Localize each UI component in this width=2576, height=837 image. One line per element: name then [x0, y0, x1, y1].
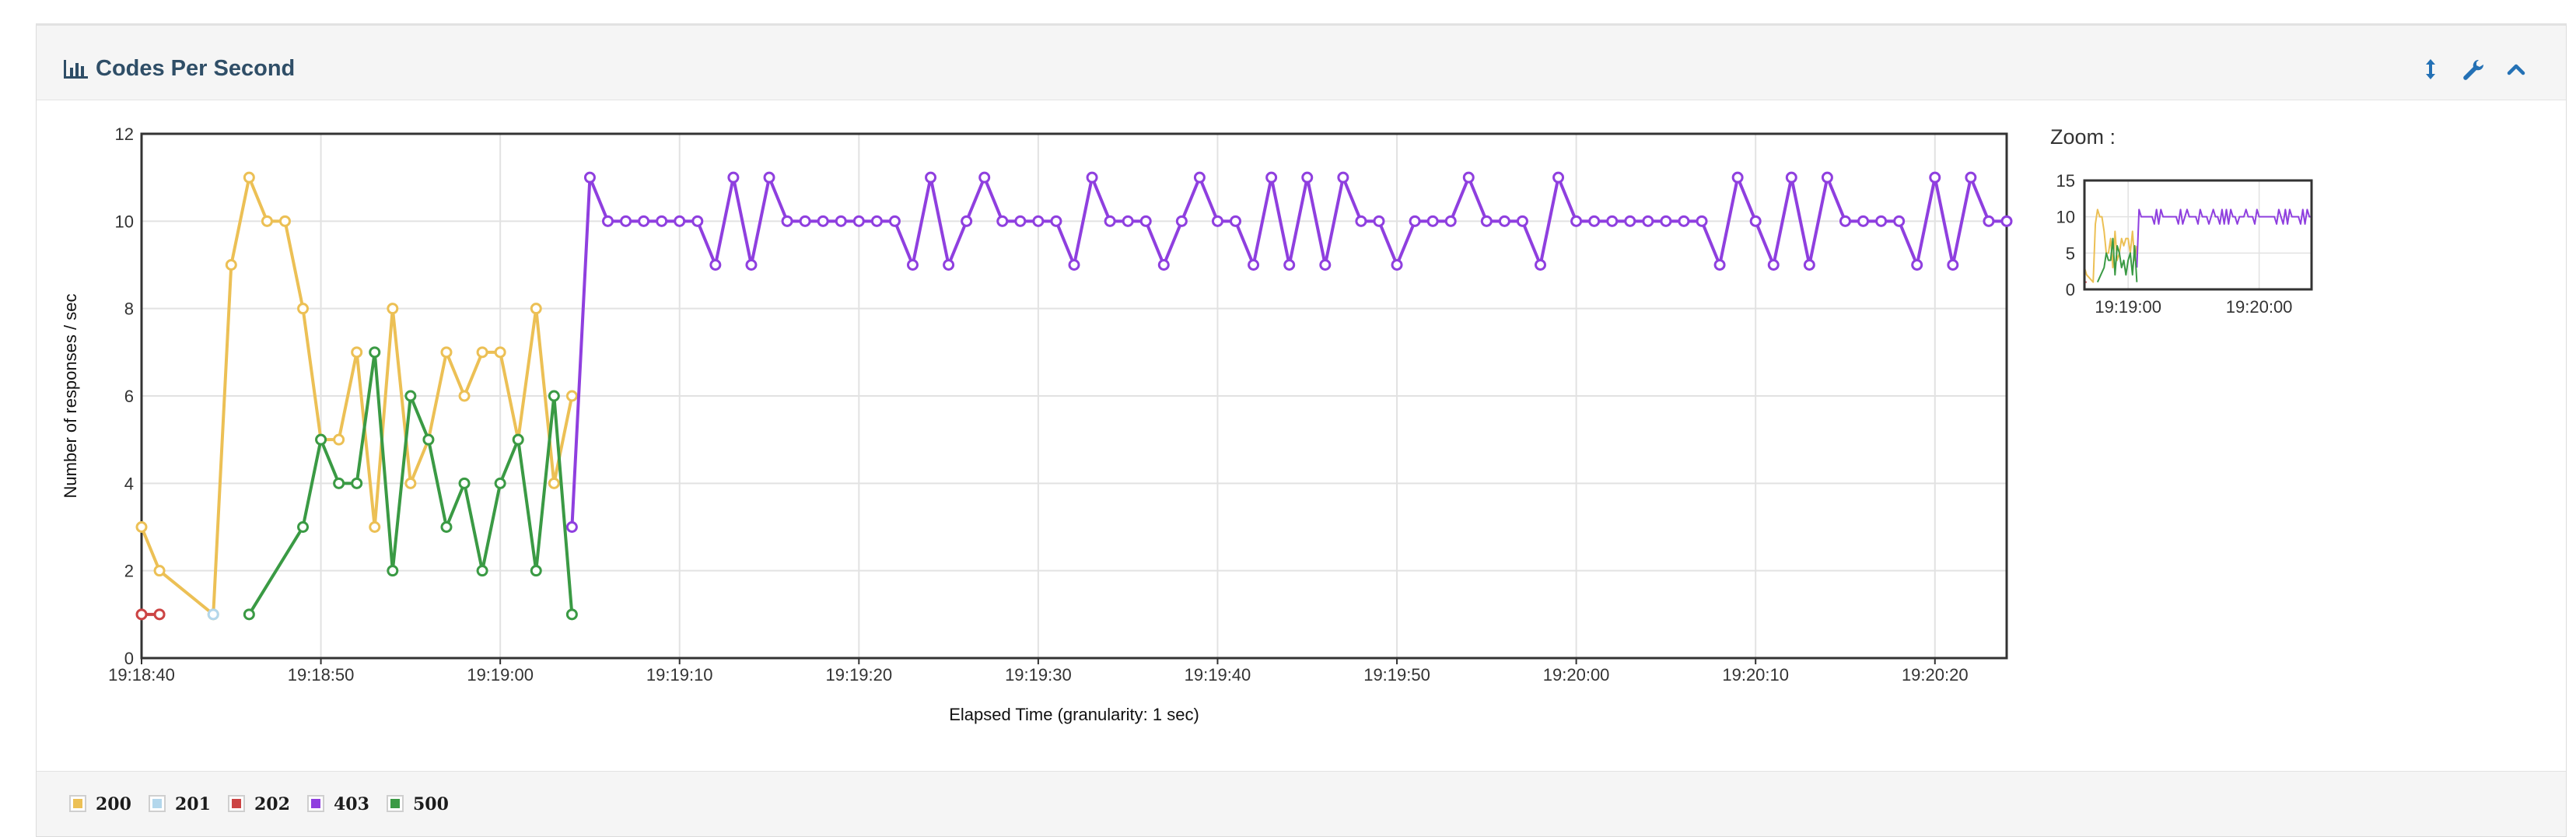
legend-label-500: 500 — [413, 794, 449, 814]
panel-heading: Codes Per Second — [37, 26, 2566, 100]
vertical-resize-icon[interactable] — [2417, 55, 2445, 83]
legend-swatch-201 — [149, 795, 166, 812]
chevron-up-icon[interactable] — [2502, 55, 2530, 83]
legend-swatch-202 — [228, 795, 245, 812]
panel-title: Codes Per Second — [96, 56, 296, 81]
legend-swatch-403 — [307, 795, 324, 812]
bar-chart-icon — [64, 60, 88, 79]
chart-legend: 200 201 202 403 500 — [37, 771, 2566, 836]
legend-swatch-200 — [69, 795, 86, 812]
wrench-icon[interactable] — [2459, 55, 2487, 83]
legend-label-202: 202 — [254, 794, 290, 814]
codes-per-second-panel: Codes Per Second 200 201 202 403 — [36, 23, 2567, 837]
legend-swatch-500 — [387, 795, 404, 812]
legend-label-200: 200 — [96, 794, 131, 814]
legend-label-201: 201 — [175, 794, 211, 814]
legend-label-403: 403 — [334, 794, 369, 814]
